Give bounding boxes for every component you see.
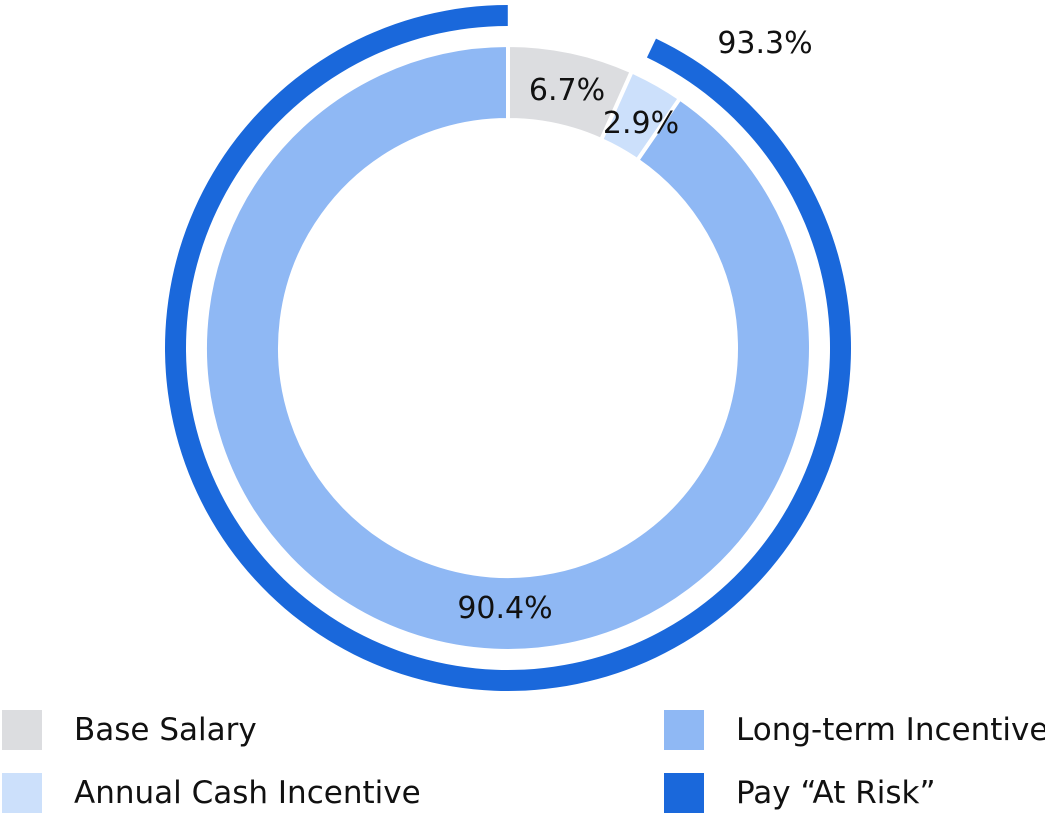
label-pay-at-risk: 93.3% — [717, 26, 812, 61]
label-annual-cash-incentive: 2.9% — [603, 106, 679, 141]
legend-item-pay-at-risk: Pay “At Risk” — [664, 773, 936, 813]
inner-ring — [203, 42, 813, 653]
label-base-salary: 6.7% — [529, 73, 605, 108]
legend-label: Base Salary — [74, 712, 257, 748]
legend-swatch — [2, 710, 42, 750]
legend-item-long-term-incentive: Long-term Incentive — [664, 710, 1045, 750]
legend-item-base-salary: Base Salary — [2, 710, 257, 750]
legend-swatch — [664, 710, 704, 750]
label-long-term-incentive: 90.4% — [457, 591, 552, 626]
legend-label: Long-term Incentive — [736, 712, 1045, 748]
donut-chart: 6.7% 2.9% 90.4% 93.3% — [165, 5, 852, 691]
slice-long-term-incentive — [203, 42, 813, 653]
legend-label: Pay “At Risk” — [736, 775, 936, 811]
legend-item-annual-cash-incentive: Annual Cash Incentive — [2, 773, 421, 813]
legend-swatch — [2, 773, 42, 813]
legend-swatch — [664, 773, 704, 813]
legend-label: Annual Cash Incentive — [74, 775, 421, 811]
